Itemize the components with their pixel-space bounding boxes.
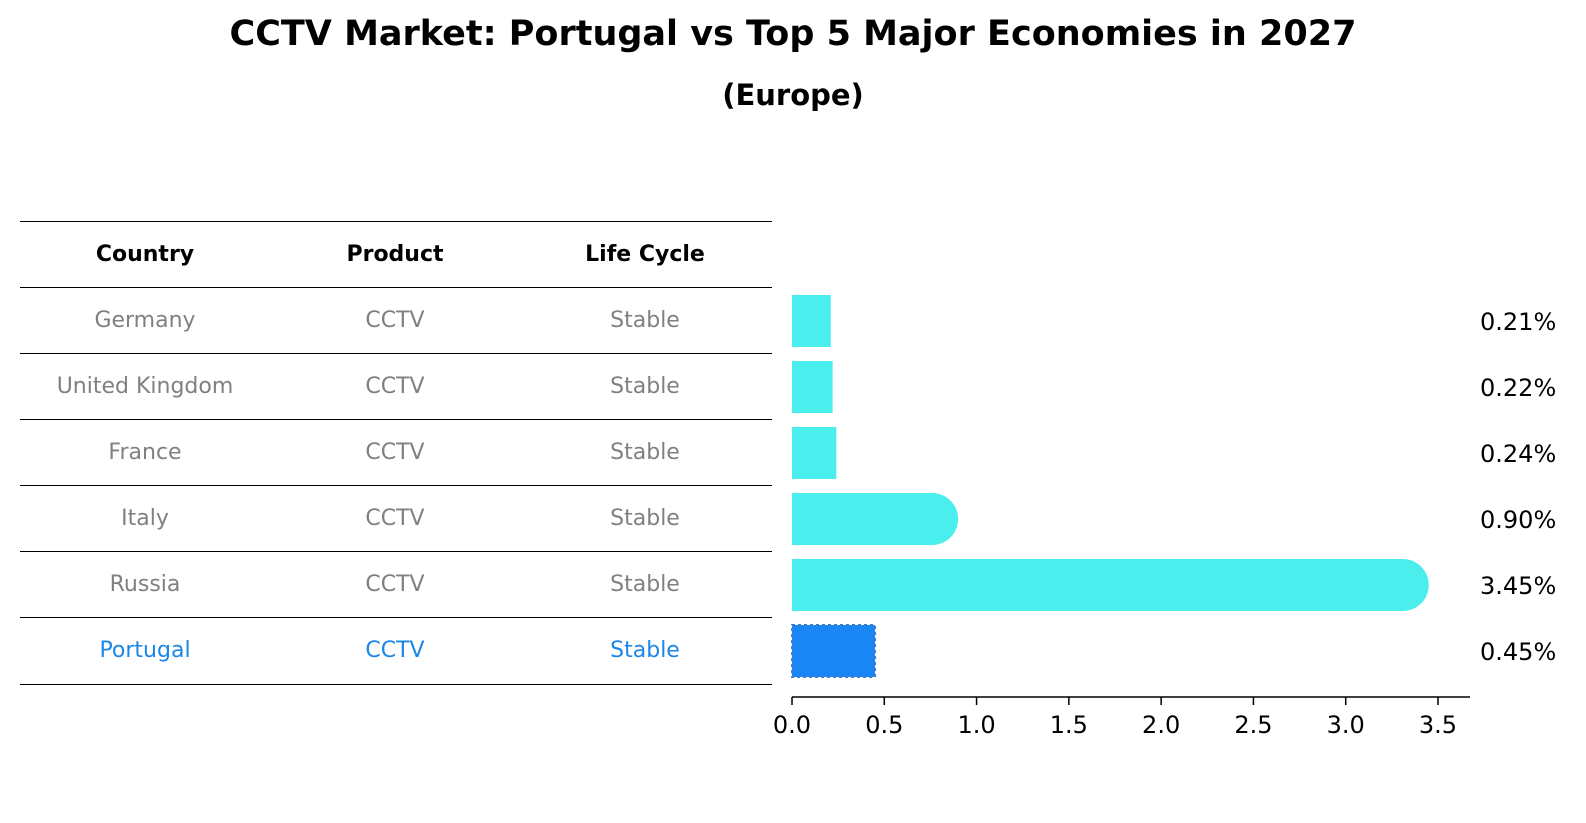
bar-value-label: 0.22%: [1480, 374, 1556, 402]
bar-value-label: 0.45%: [1480, 638, 1556, 666]
x-tick-label: 2.5: [1234, 711, 1272, 739]
bar: [792, 361, 833, 413]
x-tick-label: 2.0: [1142, 711, 1180, 739]
x-tick-label: 0.0: [773, 711, 811, 739]
chart-title: CCTV Market: Portugal vs Top 5 Major Eco…: [229, 14, 1357, 54]
header-country: Country: [95, 242, 195, 267]
cell-country: Russia: [109, 572, 181, 597]
bar-value-label: 0.24%: [1480, 440, 1556, 468]
bar-value-label: 3.45%: [1480, 572, 1556, 600]
cell-country: United Kingdom: [56, 374, 234, 399]
table-row: United Kingdom CCTV Stable: [20, 353, 772, 419]
cell-life-cycle: Stable: [610, 440, 680, 465]
table-header-row: Country Product Life Cycle: [20, 221, 772, 287]
table-row: Germany CCTV Stable: [20, 287, 772, 353]
bar-value-label: 0.21%: [1480, 308, 1556, 336]
table-row: Italy CCTV Stable: [20, 485, 772, 551]
cell-life-cycle: Stable: [610, 308, 680, 333]
cell-product: CCTV: [365, 638, 425, 664]
bar: [792, 295, 831, 347]
data-table: Country Product Life Cycle Germany CCTV …: [20, 221, 772, 685]
bar: [792, 427, 837, 479]
cell-country: France: [108, 440, 182, 465]
bar-highlight: [791, 624, 877, 678]
table-row: Russia CCTV Stable: [20, 551, 772, 617]
cell-country: Portugal: [99, 638, 191, 664]
x-tick-label: 1.5: [1050, 711, 1088, 739]
x-tick-label: 3.0: [1327, 711, 1365, 739]
bar: [792, 493, 959, 545]
bar: [792, 559, 1429, 611]
table-row-highlight: Portugal CCTV Stable: [20, 617, 772, 685]
cell-product: CCTV: [365, 572, 425, 597]
cell-life-cycle: Stable: [610, 374, 680, 399]
header-product: Product: [346, 242, 444, 267]
cell-product: CCTV: [365, 308, 425, 333]
cell-country: Italy: [121, 506, 169, 531]
cell-country: Germany: [94, 308, 196, 333]
cell-life-cycle: Stable: [610, 572, 680, 597]
bar-value-label: 0.90%: [1480, 506, 1556, 534]
x-tick-label: 1.0: [957, 711, 995, 739]
cell-product: CCTV: [365, 374, 425, 399]
table-row: France CCTV Stable: [20, 419, 772, 485]
header-life-cycle: Life Cycle: [585, 242, 705, 267]
cell-product: CCTV: [365, 440, 425, 465]
cell-life-cycle: Stable: [610, 638, 680, 664]
cell-product: CCTV: [365, 506, 425, 531]
chart-subtitle: (Europe): [722, 78, 864, 112]
x-tick-label: 3.5: [1419, 711, 1457, 739]
x-tick-label: 0.5: [865, 711, 903, 739]
cell-life-cycle: Stable: [610, 506, 680, 531]
